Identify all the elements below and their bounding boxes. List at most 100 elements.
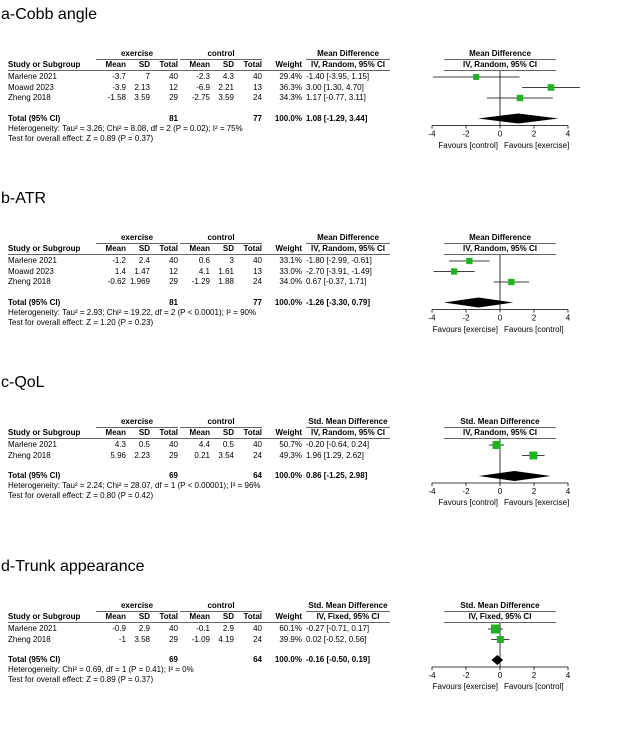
effect-header-method: IV, Random, 95% CI	[311, 60, 385, 69]
exercise-sd: 1.47	[134, 266, 150, 276]
panel-title: d-Trunk appearance	[1, 558, 145, 575]
column-header-sd: SD	[138, 428, 150, 437]
x-tick-label: -4	[428, 314, 436, 323]
column-header-sd: SD	[222, 612, 234, 621]
control-mean: 0.21	[194, 450, 210, 460]
study-square	[473, 74, 480, 80]
total-exercise: 69	[169, 655, 178, 664]
effect-header-title: Mean Difference	[317, 49, 379, 58]
control-mean: -2.75	[191, 93, 210, 102]
study-square	[529, 451, 538, 460]
favours-right-label: Favours [control]	[504, 324, 564, 334]
control-total: 40	[253, 256, 262, 265]
group-rule-exercise	[96, 611, 178, 612]
x-tick-label: -2	[462, 314, 470, 323]
group-rule-control	[180, 427, 262, 428]
study-square	[490, 624, 500, 634]
column-header-study: Study or Subgroup	[8, 60, 81, 69]
group-header-exercise: exercise	[120, 49, 154, 58]
column-header-study: Study or Subgroup	[8, 428, 81, 437]
exercise-total: 40	[169, 440, 178, 449]
total-exercise: 69	[169, 471, 178, 480]
total-effect-ci: -1.26 [-3.30, 0.79]	[306, 297, 371, 307]
control-total: 24	[253, 93, 262, 102]
forest-plot-area: -4 -2 0 2 4	[428, 71, 580, 139]
study-effect-ci: 1.17 [-0.77, 3.11]	[306, 93, 366, 102]
forest-panel: a-Cobb angle exercise control Mean Differen…	[0, 0, 621, 184]
column-header-mean: Mean	[105, 244, 126, 253]
control-sd: 4.19	[218, 634, 234, 644]
summary-diamond	[478, 471, 551, 481]
x-tick-label: 4	[566, 671, 571, 680]
x-tick-label: 0	[498, 671, 503, 680]
group-header-control: control	[207, 49, 235, 58]
x-tick-label: 2	[532, 671, 537, 680]
favours-right-label: Favours [exercise]	[504, 498, 570, 507]
column-header-weight: Weight	[275, 244, 302, 253]
column-header-mean: Mean	[105, 428, 126, 437]
column-header-sd: SD	[138, 612, 150, 621]
study-effect-ci: -0.27 [-0.71, 0.17]	[306, 624, 370, 633]
exercise-mean: -3.9	[112, 82, 126, 92]
x-tick-label: -2	[462, 671, 470, 680]
total-label: Total (95% CI)	[8, 113, 61, 123]
study-name: Zheng 2018	[8, 93, 51, 102]
study-square	[547, 84, 555, 91]
plot-header-title: Std. Mean Difference	[460, 601, 540, 610]
plot-header-rule	[444, 438, 556, 439]
exercise-mean: -0.62	[107, 277, 126, 286]
favours-left-label: Favours [exercise]	[432, 682, 498, 691]
control-sd: 1.61	[218, 266, 234, 276]
study-weight: 34.0%	[279, 277, 302, 286]
study-effect-ci: -1.40 [-3.95, 1.15]	[306, 72, 370, 81]
exercise-total: 40	[169, 624, 178, 633]
study-effect-ci: 0.67 [-0.37, 1.71]	[306, 277, 367, 286]
control-total: 40	[253, 440, 262, 449]
group-header-control: control	[207, 233, 235, 242]
summary-diamond	[491, 655, 504, 665]
study-name: Moawd 2023	[8, 82, 54, 92]
study-effect-ci: -0.20 [-0.64, 0.24]	[306, 440, 370, 449]
header-rule	[8, 254, 390, 255]
effect-header-method: IV, Random, 95% CI	[311, 244, 385, 253]
column-header-total: Total	[159, 60, 178, 69]
control-sd: 2.21	[218, 82, 234, 92]
plot-header-method: IV, Random, 95% CI	[463, 244, 537, 253]
column-header-total: Total	[243, 60, 262, 69]
effect-rule	[306, 59, 390, 60]
study-weight: 50.7%	[279, 440, 302, 449]
group-header-exercise: exercise	[120, 417, 154, 426]
x-tick-label: -2	[462, 130, 470, 139]
control-total: 13	[253, 266, 262, 276]
effect-header-title: Mean Difference	[317, 233, 379, 242]
group-rule-exercise	[96, 59, 178, 60]
summary-diamond	[443, 297, 514, 308]
forest-panel: c-QoL exercise control Std. Mean Difference…	[0, 368, 621, 552]
exercise-mean: -3.7	[112, 72, 126, 81]
study-effect-ci: 0.02 [-0.52, 0.56]	[306, 634, 367, 644]
favours-left-label: Favours [control]	[438, 140, 498, 150]
control-total: 24	[253, 450, 262, 460]
plot-header-method: IV, Random, 95% CI	[463, 60, 537, 69]
study-effect-ci: -1.80 [-2.99, -0.61]	[306, 256, 372, 265]
control-total: 13	[253, 82, 262, 92]
total-control: 77	[253, 297, 262, 307]
x-tick-label: 4	[566, 487, 571, 496]
study-square	[466, 257, 473, 265]
overall-effect-text: Test for overall effect: Z = 1.20 (P = 0…	[8, 317, 154, 327]
plot-header-title: Mean Difference	[469, 233, 531, 242]
study-weight: 33.1%	[279, 256, 302, 265]
exercise-total: 40	[169, 72, 178, 81]
column-header-weight: Weight	[275, 60, 302, 69]
plot-header-rule	[444, 622, 556, 623]
exercise-sd: 1.969	[129, 277, 150, 286]
total-effect-ci: 1.08 [-1.29, 3.44]	[306, 113, 368, 123]
total-effect-ci: 0.86 [-1.25, 2.98]	[306, 471, 368, 480]
favours-left-label: Favours [exercise]	[432, 324, 498, 334]
study-name: Zheng 2018	[8, 634, 51, 644]
forest-panel: b-ATR exercise control Mean Difference Mean …	[0, 184, 621, 368]
effect-rule	[306, 611, 390, 612]
column-header-sd: SD	[222, 428, 234, 437]
column-header-total: Total	[243, 612, 262, 621]
exercise-total: 12	[169, 82, 178, 92]
